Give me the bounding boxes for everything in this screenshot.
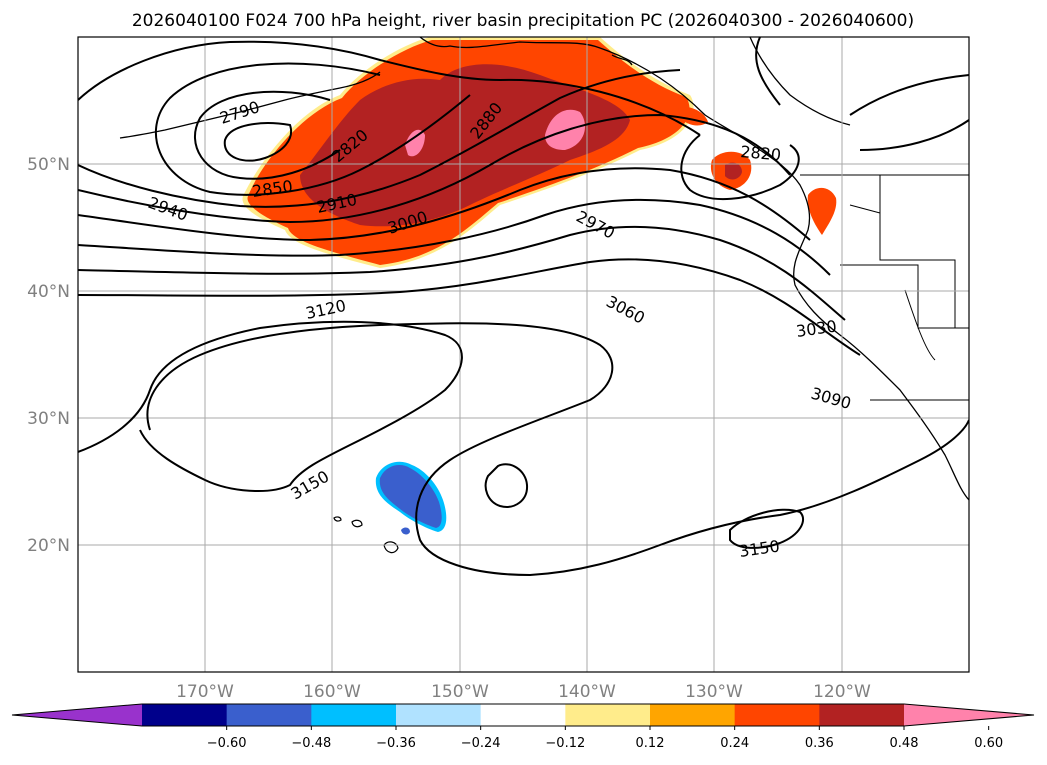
contour-label: 3030 [795,316,838,340]
contour-label: 3120 [304,296,348,323]
colorbar-segment [142,704,228,726]
lat-label: 30°N [27,409,70,429]
contour-label: 3150 [738,536,781,560]
colorbar-tick-label: 0.36 [805,736,834,751]
contour-label: 3090 [809,384,853,413]
colorbar-tick-label: 0.60 [974,736,1003,751]
contour-label: 3150 [288,467,333,504]
colorbar-extend-low [12,704,142,726]
colorbar-tick-label: −0.48 [291,736,331,751]
colorbar-tick-label: −0.12 [545,736,585,751]
colorbar-tick-label: −0.60 [207,736,247,751]
contour-label: 2820 [740,142,782,164]
colorbar-segment [311,704,397,726]
lat-label: 40°N [27,282,70,302]
colorbar-tick-label: −0.36 [376,736,416,751]
country-borders [800,174,969,401]
colorbar-segment [565,704,651,726]
colorbar-segment [396,704,482,726]
longitude-labels: 170°W 160°W 150°W 140°W 130°W 120°W [176,682,871,702]
colorbar-tick-label: −0.24 [461,736,501,751]
colorbar-tick-label: 0.48 [890,736,919,751]
colorbar-segment [819,704,905,726]
colorbar: −0.60 −0.48 −0.36 −0.24 −0.12 0.12 0.24 0.36 0.4… [11,703,1035,751]
map-frame [77,36,970,673]
lon-label: 150°W [431,682,489,702]
hawaii-islands [333,516,399,554]
colorbar-segment [480,704,566,726]
lon-label: 170°W [176,682,234,702]
contour-label: 2970 [573,207,618,243]
colorbar-tick-label: 0.12 [636,736,665,751]
lat-label: 20°N [27,536,70,556]
height-contours [78,37,969,577]
lat-label: 50°N [27,155,70,175]
colorbar-tick-label: 0.24 [720,736,749,751]
precip-positive-shading [242,37,837,268]
colorbar-outline [11,703,1035,727]
colorbar-extend-high [904,704,1034,726]
colorbar-segment [226,704,312,726]
lon-label: 140°W [558,682,616,702]
colorbar-segment [650,704,736,726]
map-area: 2790 2820 2850 2880 2910 2940 3000 2970 … [78,37,969,672]
lon-label: 120°W [813,682,871,702]
map-title: 2026040100 F024 700 hPa height, river ba… [132,11,914,31]
contour-label: 3060 [603,292,648,328]
lon-label: 130°W [685,682,743,702]
lon-label: 160°W [303,682,361,702]
colorbar-segment [734,704,820,726]
latitude-labels: 50°N 40°N 30°N 20°N [27,155,70,556]
